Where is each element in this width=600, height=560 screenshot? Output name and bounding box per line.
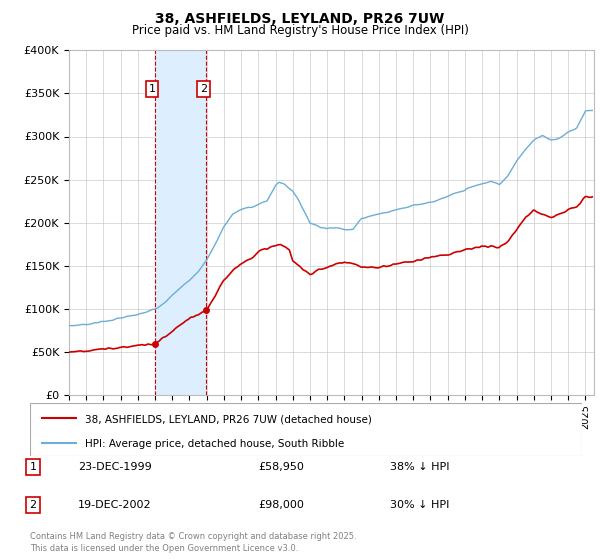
Text: Contains HM Land Registry data © Crown copyright and database right 2025.
This d: Contains HM Land Registry data © Crown c… <box>30 533 356 553</box>
Text: 38, ASHFIELDS, LEYLAND, PR26 7UW (detached house): 38, ASHFIELDS, LEYLAND, PR26 7UW (detach… <box>85 414 372 424</box>
Bar <box>155 50 206 395</box>
Text: £98,000: £98,000 <box>258 500 304 510</box>
Text: Price paid vs. HM Land Registry's House Price Index (HPI): Price paid vs. HM Land Registry's House … <box>131 24 469 37</box>
Text: 19-DEC-2002: 19-DEC-2002 <box>78 500 152 510</box>
Text: 30% ↓ HPI: 30% ↓ HPI <box>390 500 449 510</box>
Text: 38, ASHFIELDS, LEYLAND, PR26 7UW: 38, ASHFIELDS, LEYLAND, PR26 7UW <box>155 12 445 26</box>
Text: HPI: Average price, detached house, South Ribble: HPI: Average price, detached house, Sout… <box>85 439 344 449</box>
Text: 1: 1 <box>148 84 155 94</box>
Text: 2: 2 <box>200 84 207 94</box>
Text: 23-DEC-1999: 23-DEC-1999 <box>78 462 152 472</box>
Text: 38% ↓ HPI: 38% ↓ HPI <box>390 462 449 472</box>
Text: 1: 1 <box>29 462 37 472</box>
Text: 2: 2 <box>29 500 37 510</box>
Text: £58,950: £58,950 <box>258 462 304 472</box>
